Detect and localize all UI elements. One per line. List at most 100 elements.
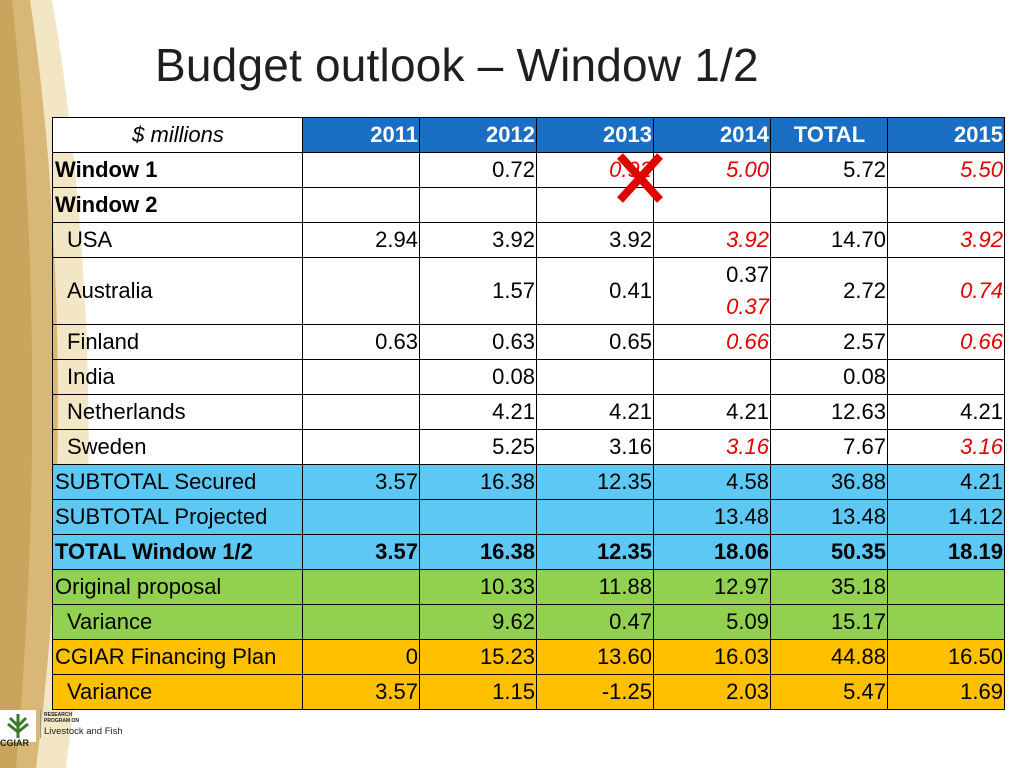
cell-empty <box>536 187 654 223</box>
cell-2015 <box>887 359 1005 395</box>
cell-2015: 0.74 <box>887 257 1005 325</box>
cell-total: 13.48 <box>770 499 888 535</box>
cell-2013: 13.60 <box>536 639 654 675</box>
cell-2013: 0.92 <box>536 152 654 188</box>
cell-2015: 0.66 <box>887 324 1005 360</box>
cell-2014: 16.03 <box>653 639 771 675</box>
cell-2012: 1.15 <box>419 674 537 710</box>
cell-2015: 16.50 <box>887 639 1005 675</box>
cell-2011 <box>302 257 420 325</box>
cell-2014: 3.16 <box>653 429 771 465</box>
row-label: TOTAL Window 1/2 <box>52 534 303 570</box>
cell-total: 0.08 <box>770 359 888 395</box>
table-row-total-window: TOTAL Window 1/2 3.57 16.38 12.35 18.06 … <box>52 534 1005 570</box>
cell-2012: 1.57 <box>419 257 537 325</box>
cell-2014: 4.21 <box>653 394 771 430</box>
header-units-label: $ millions <box>52 117 303 153</box>
cell-2011: 3.57 <box>302 464 420 500</box>
cell-2011: 3.57 <box>302 534 420 570</box>
cell-2014: 5.00 <box>653 152 771 188</box>
cell-2014: 4.58 <box>653 464 771 500</box>
cell-total: 2.72 <box>770 257 888 325</box>
cell-2011: 0.63 <box>302 324 420 360</box>
cell-2013: 4.21 <box>536 394 654 430</box>
slide-title: Budget outlook – Window 1/2 <box>155 39 759 91</box>
cell-total: 5.47 <box>770 674 888 710</box>
cell-2015: 3.92 <box>887 222 1005 258</box>
cell-2011 <box>302 429 420 465</box>
cell-total: 35.18 <box>770 569 888 605</box>
table-row-subtotal-projected: SUBTOTAL Projected 13.48 13.48 14.12 <box>52 499 1005 535</box>
table-row-india: India 0.08 0.08 <box>52 359 1005 395</box>
cell-2013: 0.65 <box>536 324 654 360</box>
row-label: SUBTOTAL Secured <box>52 464 303 500</box>
row-label: Variance <box>52 674 303 710</box>
header-2011: 2011 <box>302 117 420 153</box>
row-label: Variance <box>52 604 303 640</box>
cell-2011 <box>302 569 420 605</box>
cell-2013: 3.92 <box>536 222 654 258</box>
table-row-window-2: Window 2 <box>52 187 1005 223</box>
cell-2012 <box>419 499 537 535</box>
cell-2011: 0 <box>302 639 420 675</box>
row-label: Window 2 <box>52 187 303 223</box>
cell-2012: 16.38 <box>419 534 537 570</box>
cell-2014 <box>653 359 771 395</box>
cell-total: 2.57 <box>770 324 888 360</box>
cell-2014: 3.92 <box>653 222 771 258</box>
row-label: Original proposal <box>52 569 303 605</box>
cgiar-logo-text: CGIAR <box>0 738 29 748</box>
cell-2014: 0.66 <box>653 324 771 360</box>
cell-empty <box>419 187 537 223</box>
table-row-cgiar-financing-plan: CGIAR Financing Plan 0 15.23 13.60 16.03… <box>52 639 1005 675</box>
cell-2013 <box>536 359 654 395</box>
cell-2014: 2.03 <box>653 674 771 710</box>
cell-2015: 5.50 <box>887 152 1005 188</box>
logo-program-line1: RESEARCH <box>44 712 73 718</box>
table-row-netherlands: Netherlands 4.21 4.21 4.21 12.63 4.21 <box>52 394 1005 430</box>
cell-2015 <box>887 569 1005 605</box>
table-row-variance-proposal: Variance 9.62 0.47 5.09 15.17 <box>52 604 1005 640</box>
cell-2013: 12.35 <box>536 534 654 570</box>
cell-total: 36.88 <box>770 464 888 500</box>
cell-2014: 0.37 0.37 <box>653 257 771 325</box>
cell-empty <box>302 187 420 223</box>
cell-2011 <box>302 359 420 395</box>
row-label: Window 1 <box>52 152 303 188</box>
cell-2012: 5.25 <box>419 429 537 465</box>
row-label: Netherlands <box>52 394 303 430</box>
wheat-icon <box>0 710 41 742</box>
cell-2015: 18.19 <box>887 534 1005 570</box>
table-header-row: $ millions 2011 2012 2013 2014 TOTAL 201… <box>52 117 1005 153</box>
cell-2011 <box>302 152 420 188</box>
row-label: Sweden <box>52 429 303 465</box>
header-2012: 2012 <box>419 117 537 153</box>
cell-empty <box>653 187 771 223</box>
table-row-variance-plan: Variance 3.57 1.15 -1.25 2.03 5.47 1.69 <box>52 674 1005 710</box>
cell-total: 14.70 <box>770 222 888 258</box>
table-row-subtotal-secured: SUBTOTAL Secured 3.57 16.38 12.35 4.58 3… <box>52 464 1005 500</box>
row-label: SUBTOTAL Projected <box>52 499 303 535</box>
table-row-sweden: Sweden 5.25 3.16 3.16 7.67 3.16 <box>52 429 1005 465</box>
cell-total: 50.35 <box>770 534 888 570</box>
cell-2011 <box>302 394 420 430</box>
cell-total: 44.88 <box>770 639 888 675</box>
logo-program-line2: PROGRAM ON <box>44 718 79 724</box>
cell-2012: 0.63 <box>419 324 537 360</box>
cell-2011 <box>302 499 420 535</box>
cell-total: 7.67 <box>770 429 888 465</box>
logo-program-label: RESEARCH PROGRAM ON <box>44 712 79 724</box>
cell-2013: 0.47 <box>536 604 654 640</box>
cell-2012: 0.08 <box>419 359 537 395</box>
header-2015: 2015 <box>887 117 1005 153</box>
row-label: USA <box>52 222 303 258</box>
cell-2014-projected: 0.37 <box>726 294 769 319</box>
row-label: CGIAR Financing Plan <box>52 639 303 675</box>
cell-2012: 4.21 <box>419 394 537 430</box>
table-row-australia: Australia 1.57 0.41 0.37 0.37 2.72 0.74 <box>52 257 1005 325</box>
cell-2015: 4.21 <box>887 394 1005 430</box>
cell-2015: 1.69 <box>887 674 1005 710</box>
cell-2013: 11.88 <box>536 569 654 605</box>
cell-2011: 2.94 <box>302 222 420 258</box>
row-label: Finland <box>52 324 303 360</box>
